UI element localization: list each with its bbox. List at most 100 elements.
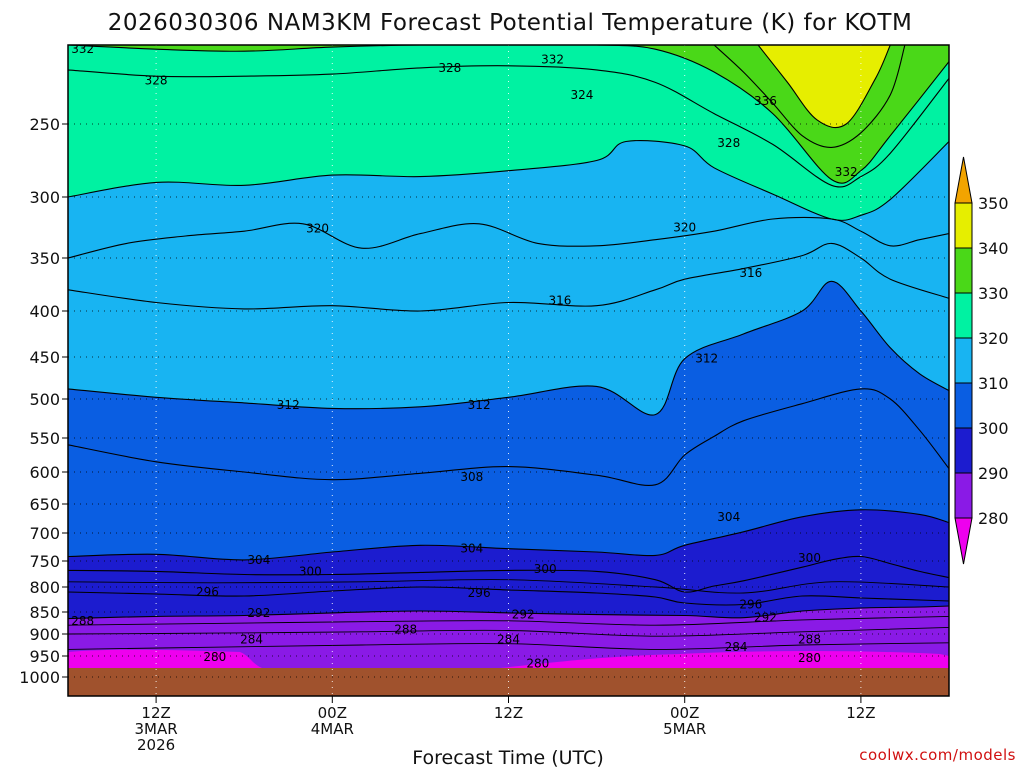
contour-label: 328	[145, 73, 168, 87]
contour-line-320	[68, 216, 949, 259]
contour-label: 292	[754, 610, 777, 624]
contour-line-340	[757, 45, 891, 129]
contour-line-304	[68, 509, 949, 561]
colorbar-arrow-low	[954, 517, 973, 565]
contour-label-text: 308	[460, 470, 483, 484]
contour-line-298	[68, 579, 949, 594]
fill-pool-280-east	[500, 651, 949, 668]
contour-line-336	[713, 45, 906, 148]
y-tick-label: 850	[29, 603, 60, 622]
contour-label: 292	[247, 606, 270, 620]
contour-label-text: 304	[717, 510, 740, 524]
contour-label-text: 300	[534, 562, 557, 576]
colorbar-label: 290	[978, 464, 1009, 483]
contour-label-text: 280	[526, 657, 549, 671]
contour-label-text: 288	[71, 614, 94, 628]
y-tick-label: 1000	[19, 668, 60, 687]
contour-label-text: 336	[754, 94, 777, 108]
contour-label: 300	[534, 562, 557, 576]
x-tick-label: 00Z	[318, 704, 347, 722]
contour-label: 312	[277, 398, 300, 412]
contour-label-text: 320	[306, 222, 329, 236]
contour-label-text: 284	[497, 632, 520, 646]
contour-label-text: 292	[754, 610, 777, 624]
contour-label-text: 332	[835, 165, 858, 179]
y-tick-label: 750	[29, 552, 60, 571]
contour-label: 304	[717, 510, 740, 524]
contour-line-316	[68, 242, 949, 312]
colorbar-label: 340	[978, 239, 1009, 258]
contour-label-text: 324	[570, 88, 593, 102]
x-tick-label: 3MAR	[135, 720, 178, 738]
contour-label-text: 284	[240, 632, 263, 646]
x-tick-label: 4MAR	[311, 720, 354, 738]
contour-label-text: 296	[468, 586, 491, 600]
colorbar-swatch	[954, 337, 973, 384]
contour-label-text: 316	[548, 293, 571, 307]
y-tick-label: 700	[29, 524, 60, 543]
contour-label: 284	[240, 632, 263, 646]
contour-label-text: 304	[247, 553, 270, 567]
contour-line-292	[68, 605, 949, 620]
y-tick-label: 600	[29, 463, 60, 482]
y-tick-label: 500	[29, 390, 60, 409]
fill-band-330	[68, 45, 949, 184]
y-tick-label: 300	[29, 188, 60, 207]
contour-label-text: 292	[512, 608, 535, 622]
colorbar-label: 330	[978, 284, 1009, 303]
contour-label: 292	[512, 608, 535, 622]
chart-title: 2026030306 NAM3KM Forecast Potential Tem…	[108, 10, 913, 36]
y-tick-label: 900	[29, 625, 60, 644]
contour-label-text: 328	[717, 136, 740, 150]
contour-label: 312	[468, 398, 491, 412]
colorbar-swatch	[954, 472, 973, 519]
contour-label: 320	[306, 222, 329, 236]
contour-label: 280	[798, 651, 821, 665]
colorbar: 280 290 300 310 320 330 340 350	[954, 156, 1009, 565]
contour-line-324	[68, 140, 949, 221]
contour-label: 288	[71, 614, 94, 628]
contour-label: 336	[754, 94, 777, 108]
contour-lines	[68, 45, 949, 650]
temperature-fills	[68, 45, 949, 696]
contour-label-text: 304	[460, 542, 483, 556]
contour-label: 280	[203, 650, 226, 664]
y-tick-label: 650	[29, 495, 60, 514]
grid-lines	[68, 45, 949, 696]
colorbar-label: 320	[978, 329, 1009, 348]
x-tick-label: 5MAR	[663, 720, 706, 738]
colorbar-swatch	[954, 292, 973, 339]
x-tick-label: 12Z	[141, 704, 170, 722]
x-tick-label: 2026	[137, 736, 175, 754]
contour-label: 296	[468, 586, 491, 600]
contour-labels: 332 328 328 332 324 336 328 332 320 320 316 316 312 3…	[71, 45, 858, 671]
contour-label-text: 280	[798, 651, 821, 665]
contour-line-328	[68, 65, 949, 188]
colorbar-label: 300	[978, 419, 1009, 438]
y-axis: 250 300 350 400 450 500 550 600 650 700 750 800 850 9…	[19, 115, 68, 687]
contour-line-312	[68, 280, 949, 416]
x-tick-label: 12Z	[846, 704, 875, 722]
contour-line-290	[68, 615, 949, 626]
contour-label-text: 280	[203, 650, 226, 664]
contour-label-text: 328	[438, 61, 461, 75]
contour-line-296	[68, 586, 949, 606]
y-tick-label: 450	[29, 348, 60, 367]
contour-label: 328	[717, 136, 740, 150]
colorbar-label: 310	[978, 374, 1009, 393]
contour-label-text: 300	[798, 551, 821, 565]
contour-label-text: 288	[798, 632, 821, 646]
contour-label: 296	[739, 598, 762, 612]
contour-label: 288	[798, 632, 821, 646]
y-tick-label: 350	[29, 249, 60, 268]
contour-line-300	[68, 555, 949, 593]
contour-label-text: 312	[695, 352, 718, 366]
x-axis-label: Forecast Time (UTC)	[412, 747, 603, 768]
contour-label-text: 300	[299, 564, 322, 578]
x-tick-label: 00Z	[670, 704, 699, 722]
contour-label: 332	[71, 45, 94, 56]
contour-line-283	[68, 642, 949, 650]
contour-label-text: 288	[394, 623, 417, 637]
contour-label: 324	[570, 88, 593, 102]
